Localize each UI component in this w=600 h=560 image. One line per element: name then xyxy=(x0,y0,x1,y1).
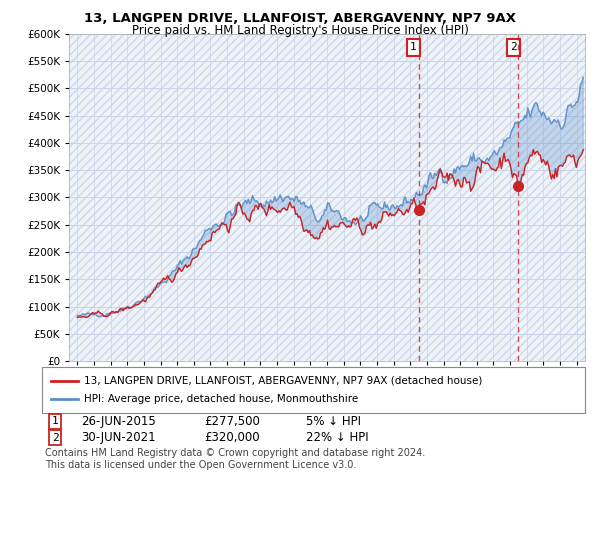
Text: Price paid vs. HM Land Registry's House Price Index (HPI): Price paid vs. HM Land Registry's House … xyxy=(131,24,469,37)
Text: 5% ↓ HPI: 5% ↓ HPI xyxy=(306,414,361,428)
Text: 1: 1 xyxy=(410,42,417,52)
Text: 22% ↓ HPI: 22% ↓ HPI xyxy=(306,431,368,445)
Text: 30-JUN-2021: 30-JUN-2021 xyxy=(81,431,155,445)
Text: Contains HM Land Registry data © Crown copyright and database right 2024.
This d: Contains HM Land Registry data © Crown c… xyxy=(45,448,425,470)
Text: 2: 2 xyxy=(510,42,517,52)
Text: £277,500: £277,500 xyxy=(204,414,260,428)
Text: 1: 1 xyxy=(52,416,59,426)
Text: 13, LANGPEN DRIVE, LLANFOIST, ABERGAVENNY, NP7 9AX (detached house): 13, LANGPEN DRIVE, LLANFOIST, ABERGAVENN… xyxy=(84,376,482,386)
Text: 13, LANGPEN DRIVE, LLANFOIST, ABERGAVENNY, NP7 9AX: 13, LANGPEN DRIVE, LLANFOIST, ABERGAVENN… xyxy=(84,12,516,25)
Text: 2: 2 xyxy=(52,433,59,443)
Text: 26-JUN-2015: 26-JUN-2015 xyxy=(81,414,156,428)
Text: £320,000: £320,000 xyxy=(204,431,260,445)
Text: HPI: Average price, detached house, Monmouthshire: HPI: Average price, detached house, Monm… xyxy=(84,394,358,404)
